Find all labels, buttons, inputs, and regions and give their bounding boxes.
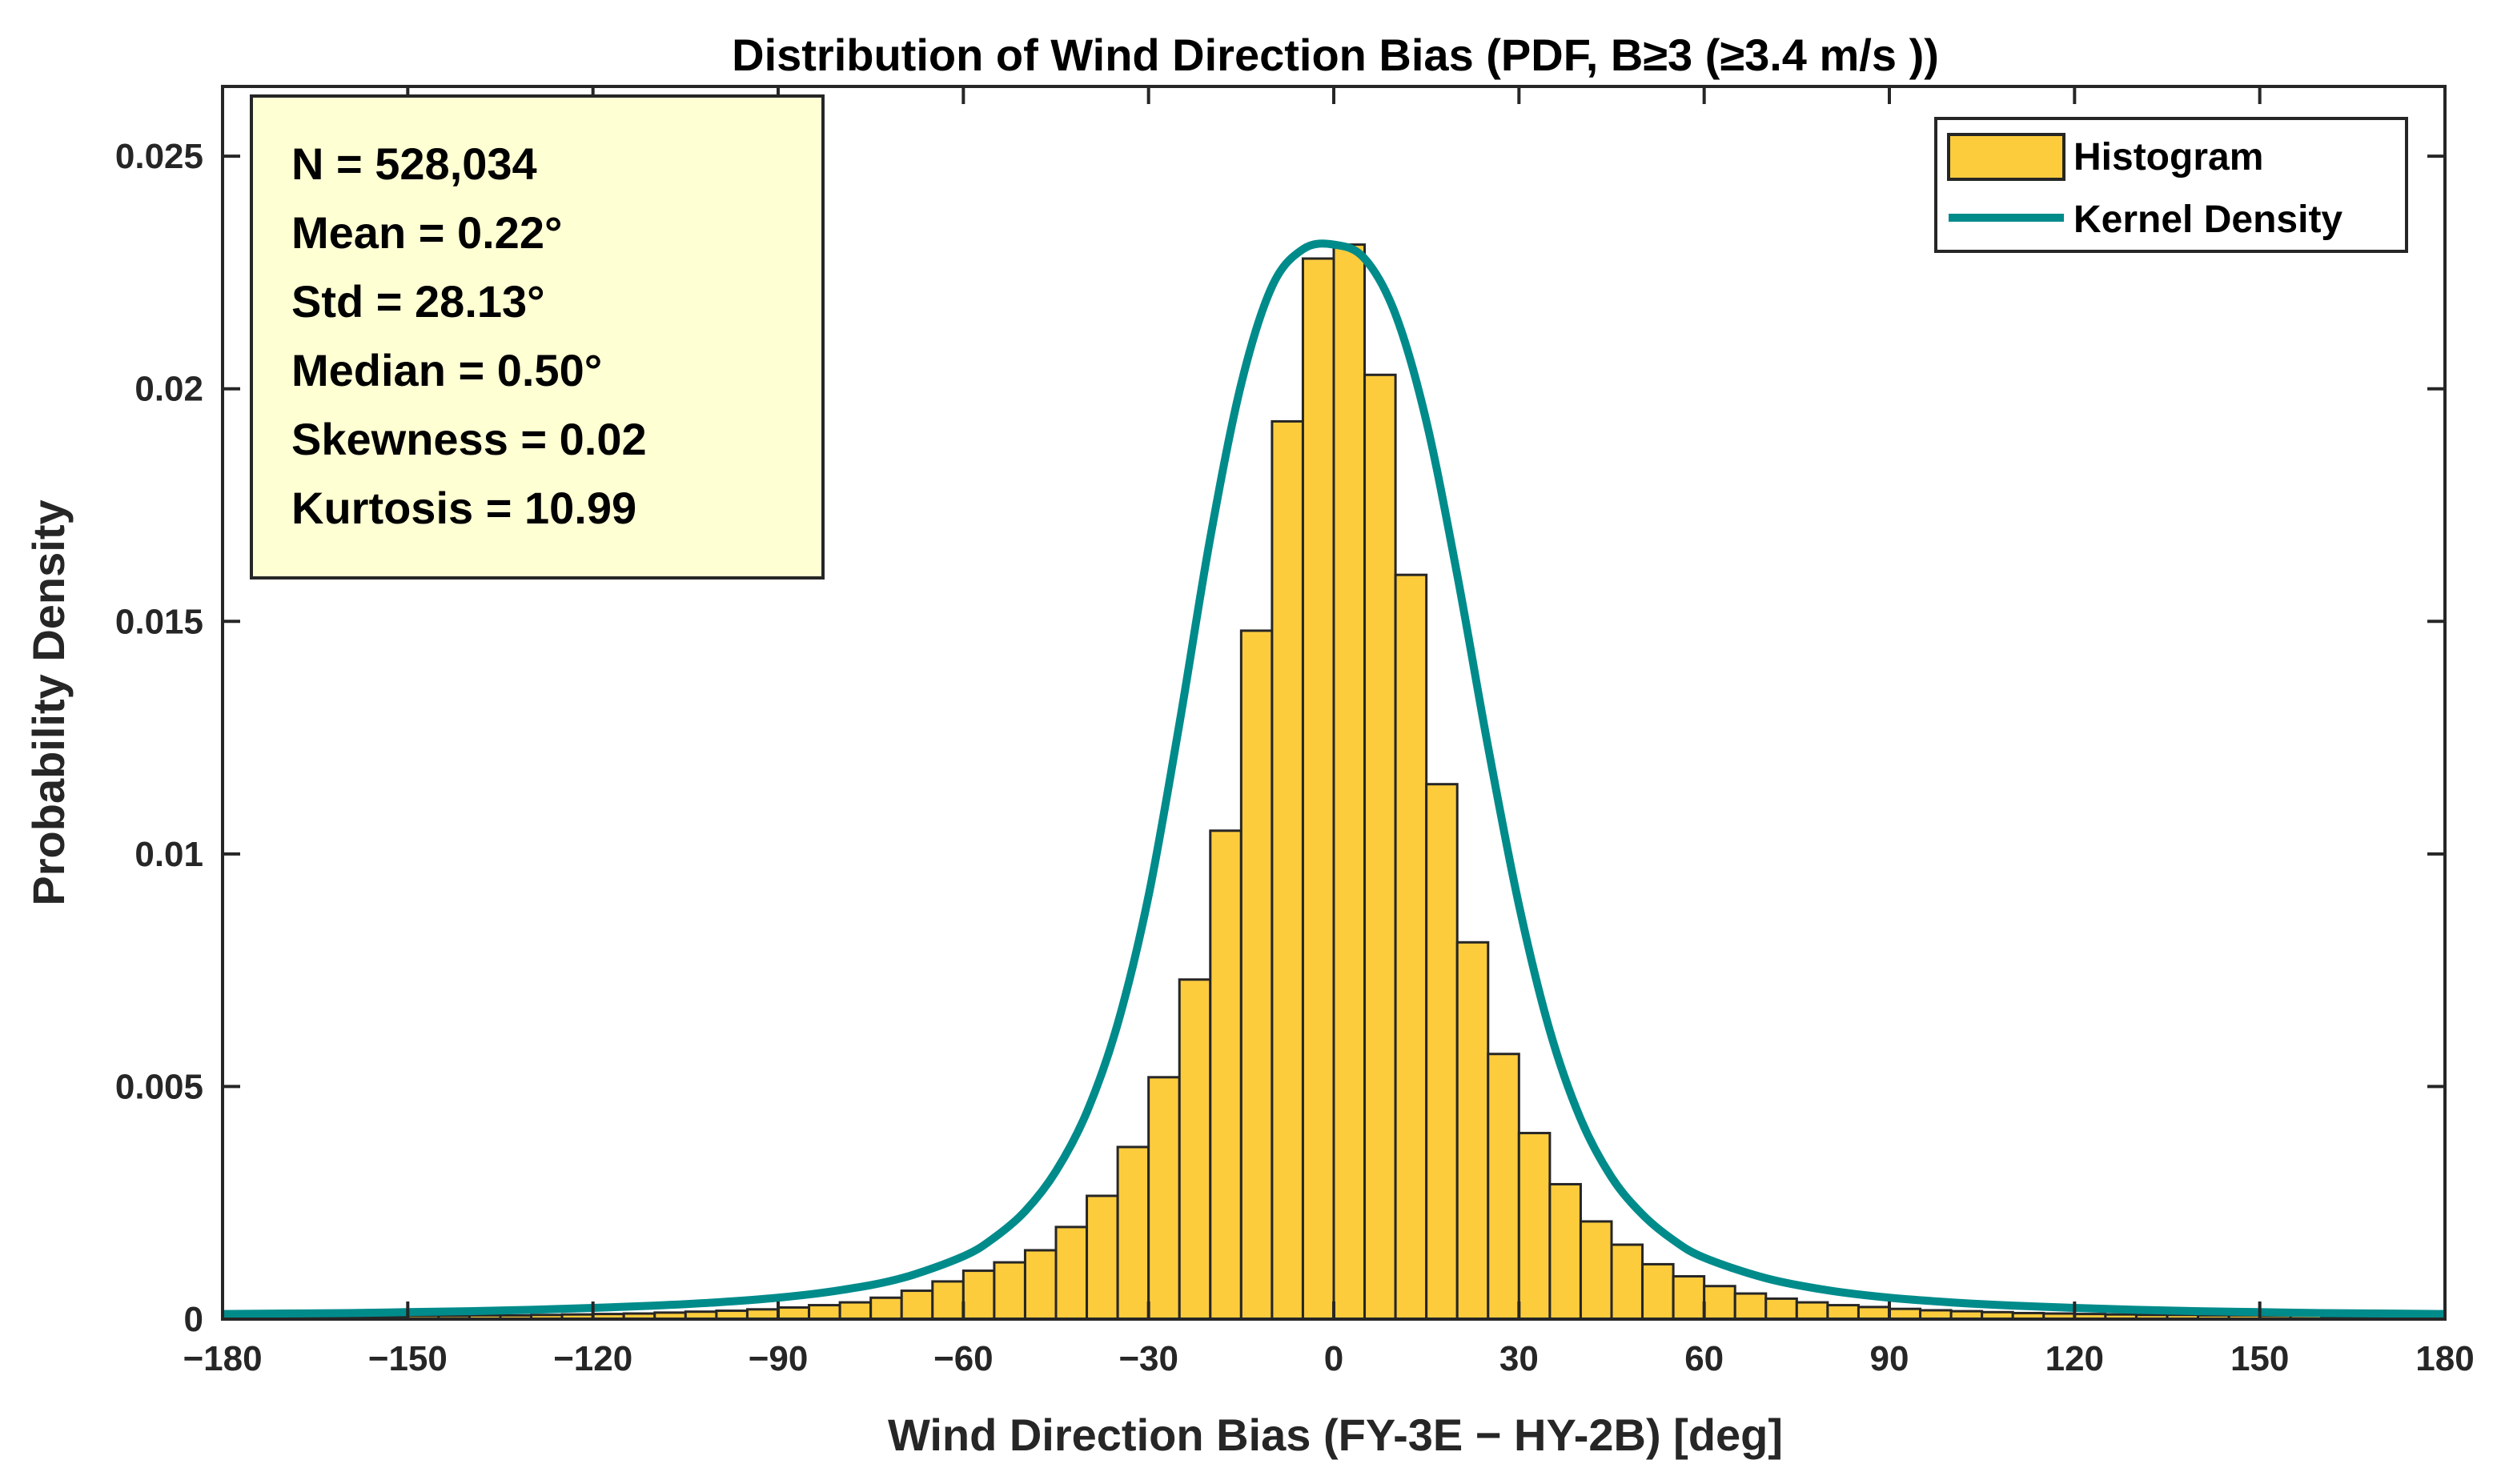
histogram-bar — [1425, 783, 1459, 1321]
legend-swatch-histogram — [1947, 133, 2065, 181]
x-tick-labels: −180 −150 −120 −90 −60 −30 0 30 60 90 120 150 180 — [183, 1339, 2474, 1378]
x-tick-label: 120 — [2045, 1339, 2104, 1378]
x-tick-label: 90 — [1870, 1339, 1909, 1378]
histogram-bar — [777, 1306, 811, 1321]
kernel-density-curve-layer — [222, 239, 2446, 1318]
histogram-bar — [1023, 1249, 1058, 1321]
y-tick-label: 0.005 — [115, 1067, 203, 1106]
histogram-bar — [1672, 1275, 1706, 1321]
histogram-bar — [1579, 1220, 1613, 1321]
histogram-bar — [869, 1296, 903, 1321]
histogram-bar — [1857, 1306, 1891, 1321]
stats-skewness: Skewness = 0.02 — [291, 414, 647, 464]
histogram-bar — [1487, 1053, 1520, 1321]
stats-n: N = 528,034 — [291, 138, 537, 189]
histogram-bar — [1116, 1145, 1150, 1321]
histogram-bar — [1826, 1304, 1860, 1321]
legend-label-histogram: Histogram — [2073, 136, 2263, 178]
chart-title: Distribution of Wind Direction Bias (PDF… — [732, 30, 1939, 80]
histogram-bars — [221, 243, 2447, 1321]
histogram-bar — [1209, 829, 1242, 1321]
histogram-bar — [993, 1261, 1026, 1321]
y-tick-label: 0 — [184, 1300, 203, 1339]
y-tick-labels: 0 0.005 0.01 0.015 0.02 0.025 — [115, 137, 203, 1339]
histogram-bar — [961, 1269, 996, 1321]
x-tick-label: −180 — [183, 1339, 262, 1378]
x-tick-label: 0 — [1324, 1339, 1343, 1378]
histogram-bar — [1394, 573, 1428, 1321]
x-tick-label: 30 — [1499, 1339, 1539, 1378]
y-tick-label: 0.025 — [115, 137, 203, 176]
histogram-bar — [1271, 419, 1304, 1321]
histogram-bar — [1517, 1132, 1552, 1321]
histogram-bar — [1054, 1225, 1089, 1321]
y-tick-label: 0.015 — [115, 602, 203, 641]
y-tick-label: 0.02 — [134, 370, 203, 409]
legend: Histogram Kernel Density — [1934, 117, 2408, 253]
histogram-bar — [1178, 978, 1212, 1321]
stats-kurtosis: Kurtosis = 10.99 — [291, 483, 636, 533]
kernel-density-curve — [222, 239, 2446, 1318]
histogram-bar — [1764, 1297, 1798, 1321]
x-tick-label: −120 — [553, 1339, 632, 1378]
stats-box-background — [250, 94, 825, 580]
histogram-bar — [1610, 1243, 1644, 1321]
stats-median: Median = 0.50° — [291, 345, 602, 395]
histogram-bar — [1641, 1262, 1675, 1321]
x-axis-label: Wind Direction Bias (FY-3E − HY-2B) [deg… — [888, 1410, 1783, 1460]
histogram-bar — [1455, 941, 1490, 1321]
histogram-bar — [1147, 1076, 1181, 1321]
x-tick-label: −30 — [1118, 1339, 1178, 1378]
stats-mean: Mean = 0.22° — [291, 207, 562, 258]
x-tick-label: 60 — [1684, 1339, 1724, 1378]
histogram-bar — [900, 1289, 934, 1321]
plot-area-frame — [221, 85, 2447, 1321]
histogram-bar — [838, 1301, 873, 1321]
x-tick-label: 150 — [2230, 1339, 2289, 1378]
histogram-bar — [1795, 1301, 1829, 1321]
stats-box: N = 528,034 Mean = 0.22° Std = 28.13° Me… — [250, 94, 825, 580]
histogram-bar — [1703, 1285, 1736, 1321]
legend-label-kernel-density: Kernel Density — [2073, 199, 2342, 241]
histogram-bar — [1363, 373, 1397, 1321]
histogram-bar — [1086, 1194, 1119, 1321]
histogram-bar — [931, 1280, 965, 1321]
x-tick-label: 180 — [2415, 1339, 2474, 1378]
x-tick-label: −60 — [933, 1339, 994, 1378]
x-tick-label: −150 — [368, 1339, 448, 1378]
histogram-bar — [1239, 629, 1274, 1321]
y-axis-label: Probability Density — [23, 499, 74, 905]
stats-std: Std = 28.13° — [291, 276, 545, 327]
x-tick-label: −90 — [749, 1339, 809, 1378]
histogram-bar — [1733, 1292, 1768, 1321]
histogram-bar — [808, 1304, 841, 1321]
histogram-bar — [1548, 1182, 1582, 1321]
histogram-bar — [1332, 243, 1367, 1321]
histogram-bar — [1301, 257, 1335, 1321]
y-tick-label: 0.01 — [134, 835, 203, 874]
